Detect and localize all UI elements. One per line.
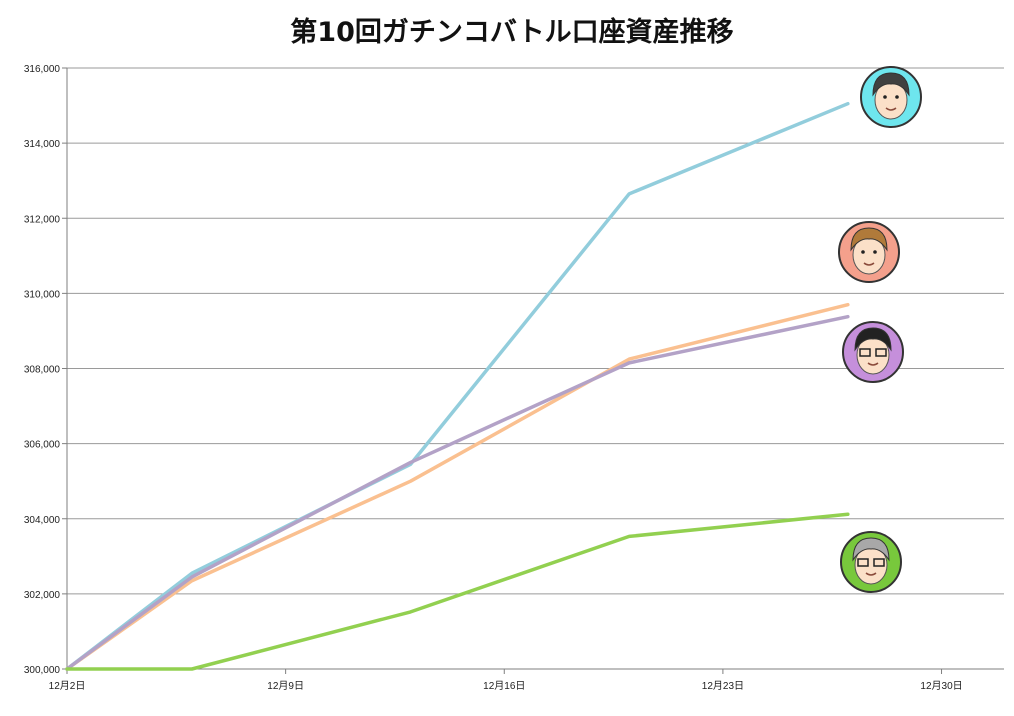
series-line: [65, 314, 850, 671]
y-axis-ticks: 300,000 302,000 304,000 306,000 308,000 310,0…: [24, 64, 68, 676]
y-tick-label: 314,000: [24, 139, 61, 150]
y-tick-label: 304,000: [24, 515, 61, 526]
series-lines: [65, 101, 850, 671]
x-tick-label: 12月9日: [267, 680, 304, 692]
glasses-avatar-icon: [842, 321, 904, 383]
y-tick-label: 302,000: [24, 590, 61, 601]
grid: [67, 67, 1004, 670]
y-tick-label: 310,000: [24, 289, 61, 300]
series-avatars: [838, 66, 922, 593]
x-tick-label: 12月23日: [702, 680, 744, 692]
x-tick-label: 12月2日: [49, 680, 86, 692]
x-tick-label: 12月16日: [483, 680, 525, 692]
series-line: [65, 512, 850, 671]
y-tick-label: 312,000: [24, 214, 61, 225]
y-tick-label: 306,000: [24, 440, 61, 451]
x-tick-label: 12月30日: [920, 680, 962, 692]
grey-hair-avatar-icon: [840, 531, 902, 593]
y-tick-label: 316,000: [24, 64, 61, 75]
x-axis-ticks: 12月2日 12月9日 12月16日 12月23日 12月30日: [49, 669, 963, 692]
chart-title: 第10回ガチンコバトル口座資産推移: [290, 16, 733, 48]
man-avatar-icon: [860, 66, 922, 128]
y-tick-label: 300,000: [24, 665, 61, 676]
series-line: [65, 302, 850, 671]
y-tick-label: 308,000: [24, 365, 61, 376]
brown-hair-avatar-icon: [838, 221, 900, 283]
